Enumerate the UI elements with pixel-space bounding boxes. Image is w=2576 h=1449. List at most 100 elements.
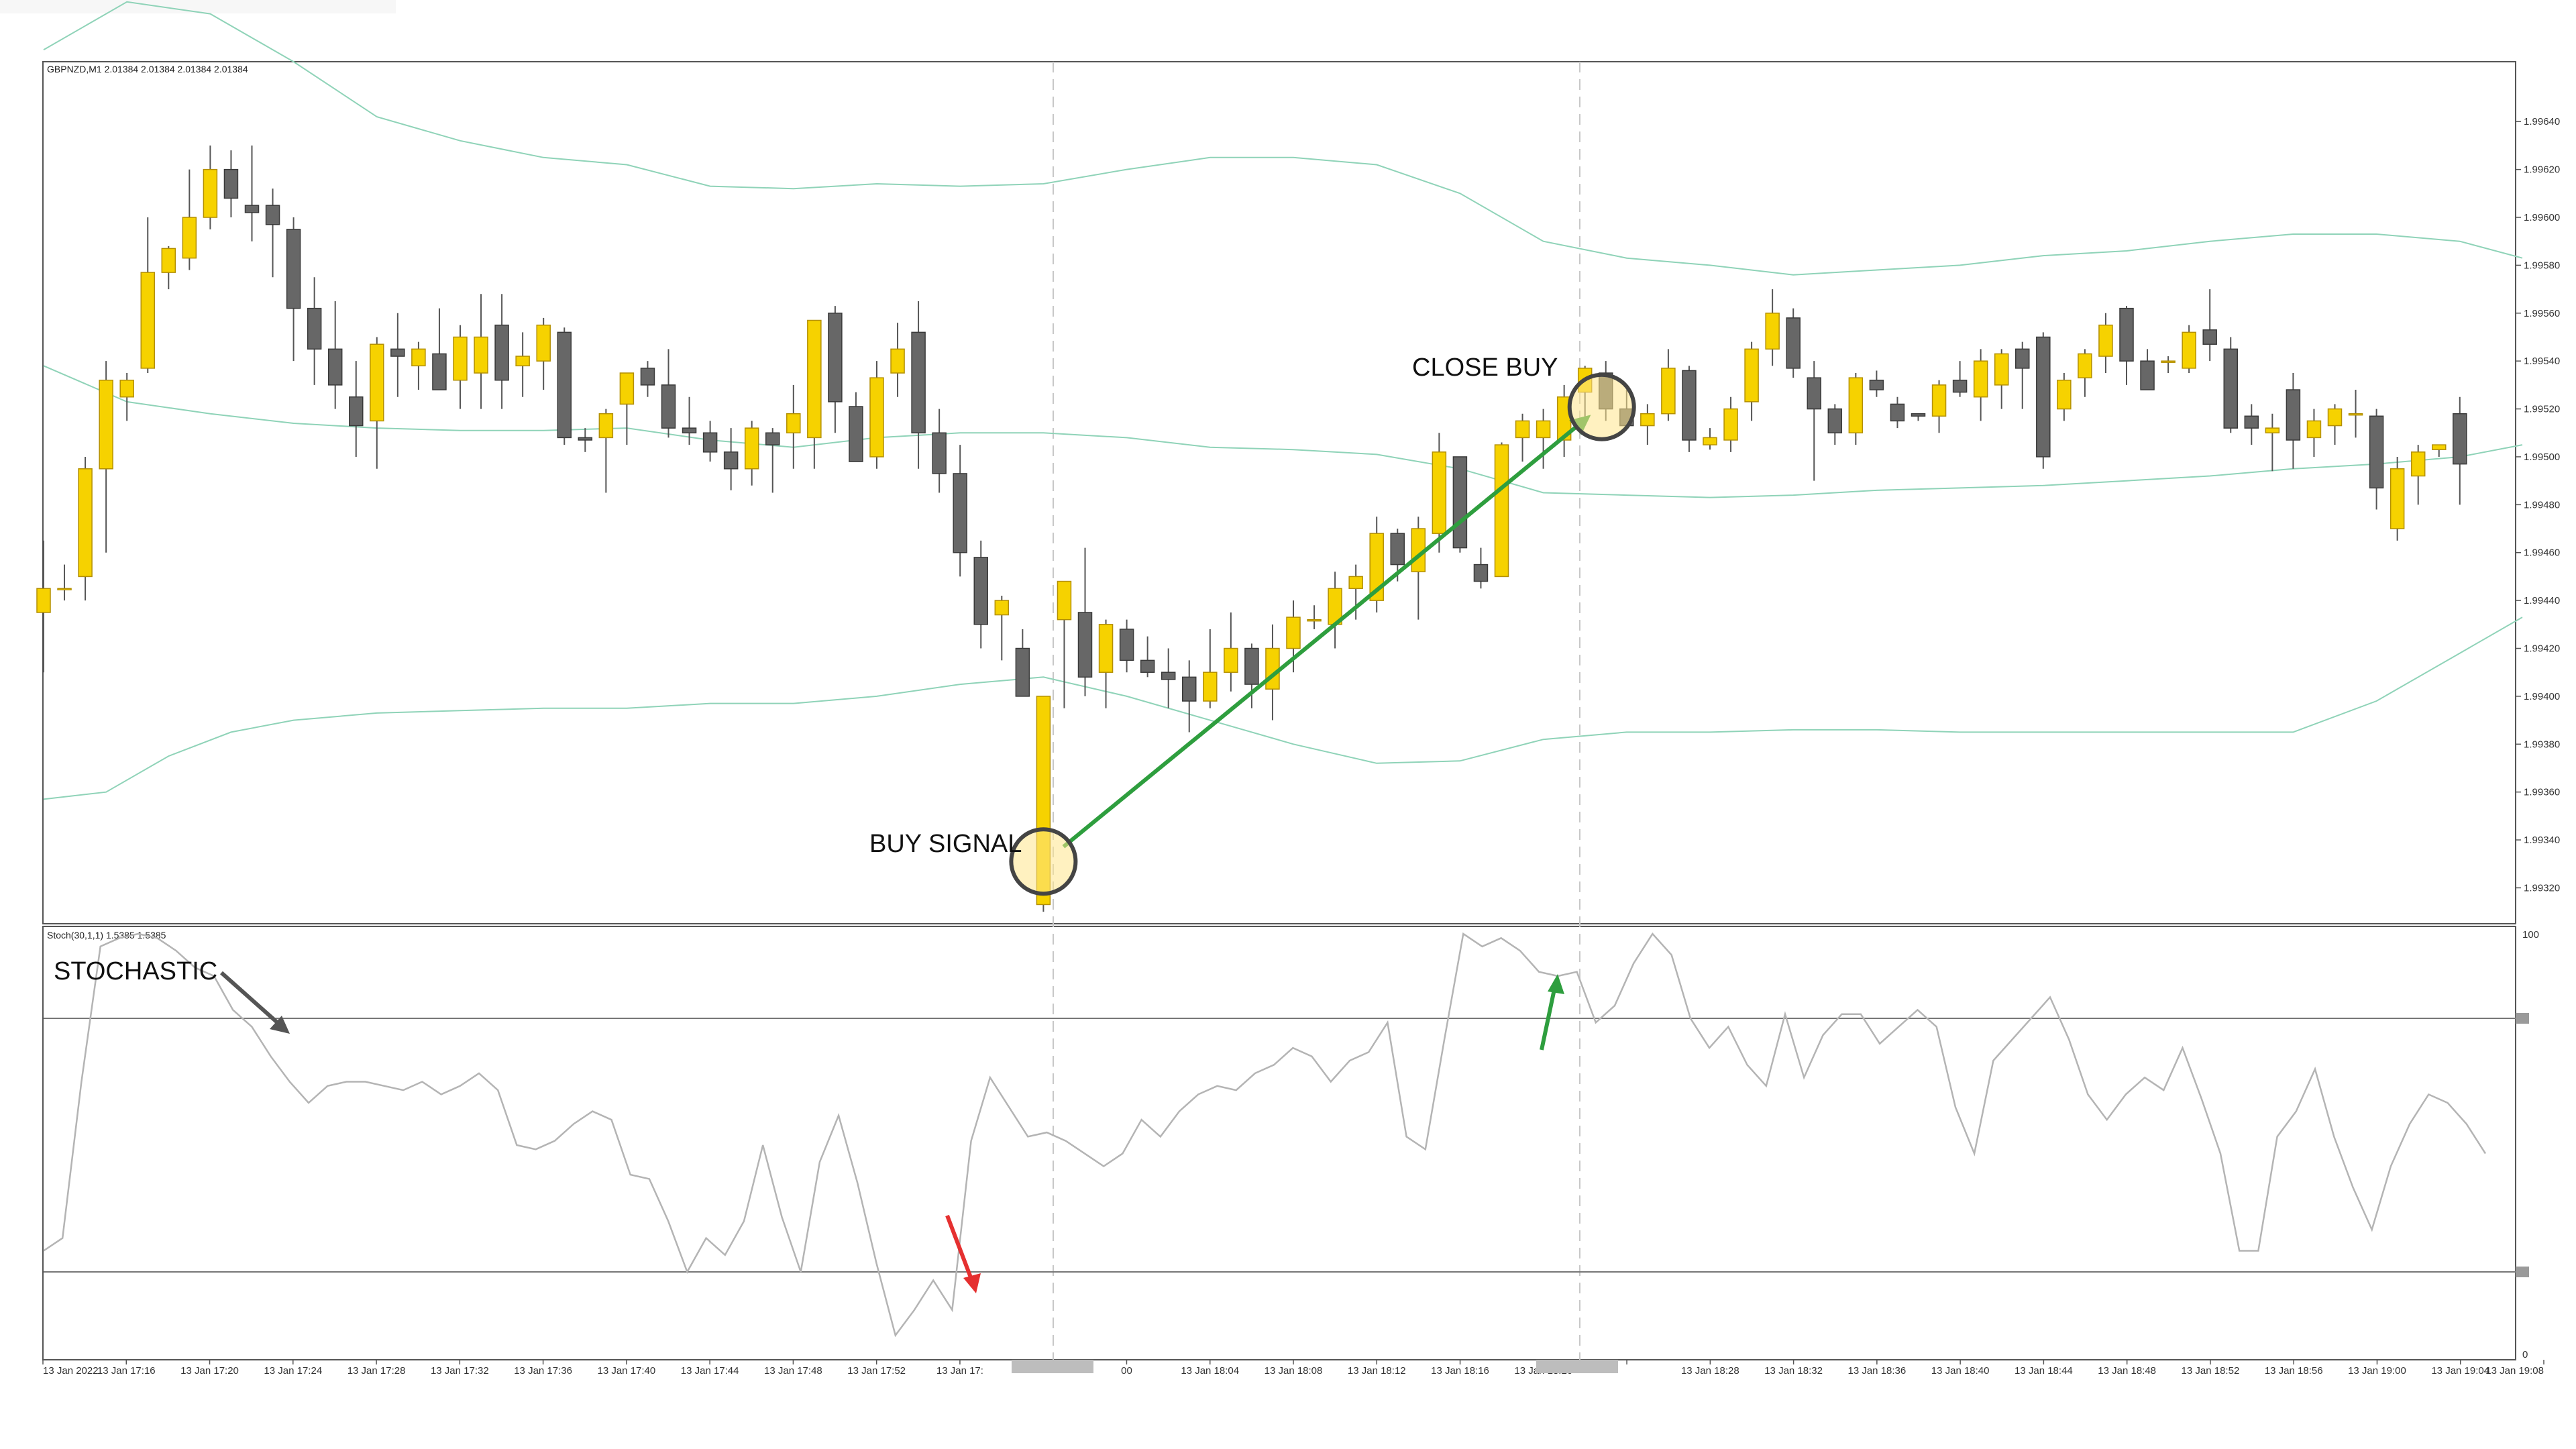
symbol-label: GBPNZD,M1 2.01384 2.01384 2.01384 2.0138… [47,64,248,74]
candle-body [994,600,1010,616]
candle-body [1452,456,1468,549]
candle-body [370,343,384,422]
candle-body [2036,336,2051,458]
price-tick-label: 1.99380 [2524,739,2560,750]
candle-body [1015,647,1030,697]
candle-body [307,307,322,350]
candle-body [119,379,134,398]
candle-body [265,205,280,225]
price-tick-label: 1.99480 [2524,499,2560,511]
candle-body [474,336,488,374]
time-tick-label: 13 Jan 18:44 [2015,1365,2073,1377]
candle-body [619,372,635,405]
time-highlight [1536,1360,1618,1373]
buy-signal-label: BUY SIGNAL [869,830,1022,858]
price-tick-label: 1.99320 [2524,882,2560,894]
time-tick-label: 13 Jan 17:32 [431,1365,489,1377]
candle-body [1348,576,1363,590]
candle-body [1952,379,1968,393]
candle-body [2348,413,2363,416]
candle-body [1244,647,1259,685]
time-tick-label: 13 Jan 18:12 [1348,1365,1406,1377]
candle-body [932,432,947,474]
time-tick-label: 13 Jan 18:48 [2098,1365,2156,1377]
candles [36,145,2467,912]
candle-body [2453,413,2467,465]
candle-body [557,331,572,439]
candle-body [640,368,655,386]
candle-body [973,557,988,625]
candle-body [453,336,468,381]
time-tick-label: 13 Jan 18:40 [1931,1365,1990,1377]
down-arrowhead [963,1273,981,1293]
candle-body [2286,389,2301,441]
candle-body [390,348,405,357]
price-tick-label: 1.99580 [2524,260,2560,271]
stochastic-pane[interactable] [42,926,2516,1360]
price-tick-label: 1.99520 [2524,404,2560,415]
candle-body [786,413,801,434]
price-tick-label: 1.99640 [2524,116,2560,127]
candle-body [182,217,197,259]
time-tick-label: 13 Jan 18:36 [1847,1365,1906,1377]
candle-body [2119,307,2134,362]
candle-body [890,348,905,374]
candle-body [432,353,447,390]
price-tick-label: 1.99620 [2524,164,2560,176]
close-buy-label: CLOSE BUY [1412,354,1558,382]
candle-body [1494,444,1509,578]
up-arrowhead [1548,974,1564,994]
time-tick-label: 13 Jan 17:16 [97,1365,156,1377]
candle-body [286,229,301,309]
candle-body [2369,415,2384,489]
up-arrow [1540,985,1557,1051]
candle-body [57,588,72,591]
candle-body [1807,377,1821,410]
stochastic-line [43,932,2487,1338]
stochastic-label: Stoch(30,1,1) 1.5385 1.5385 [47,930,166,941]
candle-body [1682,370,1697,441]
price-tick-label: 1.99600 [2524,212,2560,223]
candle-body [1057,580,1072,621]
candle-body [2161,360,2176,363]
price-tick-label: 1.99420 [2524,643,2560,655]
candle-body [1765,313,1780,350]
candle-body [2182,331,2196,369]
buy-signal-marker [1009,827,1078,896]
candle-body [1432,451,1447,534]
candle-body [36,588,51,613]
candle-body [2140,360,2155,390]
time-tick-label: 13 Jan 17:24 [264,1365,322,1377]
candle-body [1744,348,1759,402]
stochastic-tick: 0 [2522,1349,2528,1360]
stochastic-annotation: STOCHASTIC [54,957,217,985]
candle-body [744,427,759,470]
candle-body [2057,379,2072,410]
candle-body [203,168,218,218]
time-tick-label: 13 Jan 17:48 [764,1365,822,1377]
candle-body [1640,413,1655,427]
candle-body [869,377,884,458]
candle-body [1827,408,1843,434]
price-tick-label: 1.99540 [2524,356,2560,367]
time-tick-label: 13 Jan 17:44 [681,1365,739,1377]
price-pane[interactable] [42,61,2516,924]
down-arrow [945,1214,975,1284]
bollinger-lower [43,616,2523,800]
time-tick-label: 13 Jan 17:40 [597,1365,655,1377]
stochastic-level-tag [2516,1013,2529,1024]
candle-body [494,324,509,381]
candle-body [2327,408,2343,427]
candle-body [1161,672,1176,680]
candle-body [598,413,614,439]
candle-body [1911,413,1926,417]
stochastic-tick: 100 [2522,929,2539,941]
candle-body [1473,564,1489,582]
annotations: BUY SIGNAL CLOSE BUY STOCHASTIC [54,354,1636,1293]
candle-body [1224,647,1238,673]
time-tick-label: 13 Jan 17:52 [847,1365,906,1377]
candle-body [2410,451,2426,477]
time-tick-label: 13 Jan 18:16 [1431,1365,1489,1377]
